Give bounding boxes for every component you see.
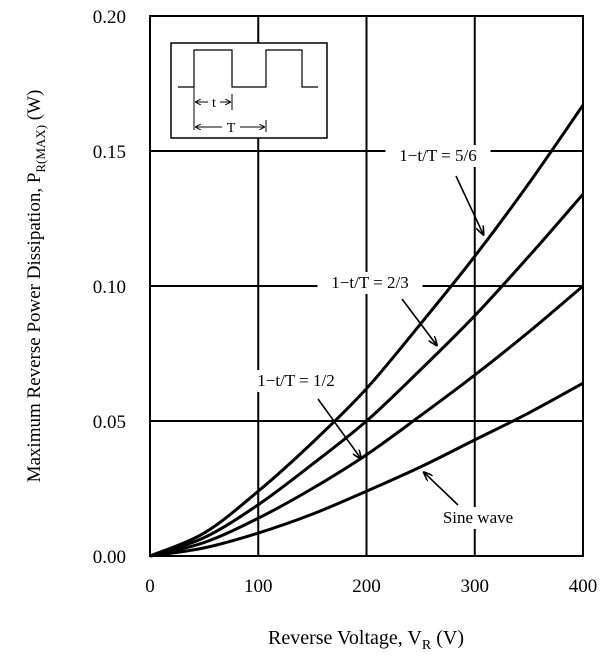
annotation-arrow bbox=[317, 398, 361, 459]
annotation-label: 1−t/T = 1/2 bbox=[257, 371, 334, 390]
x-tick-label: 0 bbox=[145, 576, 155, 597]
series-line-0 bbox=[149, 104, 585, 558]
annotation-bg bbox=[434, 507, 522, 529]
annotation-label: 1−t/T = 2/3 bbox=[331, 273, 408, 292]
plot-frame bbox=[149, 15, 584, 557]
y-tick-label: 0.10 bbox=[93, 277, 126, 298]
series-line-1 bbox=[149, 193, 585, 558]
inset-frame bbox=[170, 42, 328, 139]
pulse-waveform bbox=[178, 49, 318, 88]
annotations: 1−t/T = 5/6 1−t/T = 2/3 1−t/T = 1/2 Sine wa… bbox=[243, 145, 522, 529]
annotation-arrow bbox=[401, 298, 437, 345]
annotation-bg bbox=[243, 370, 349, 392]
y-axis-title: Maximum Reverse Power Dissipation, PR(MA… bbox=[24, 90, 48, 483]
y-tick-label: 0.00 bbox=[93, 547, 126, 568]
tick-labels: 0 100 200 300 400 0.00 0.05 0.10 0.15 0.20 bbox=[93, 7, 598, 597]
series-line-3 bbox=[149, 381, 584, 558]
annotation-arrow bbox=[424, 472, 459, 506]
annotation-label: Sine wave bbox=[443, 508, 513, 527]
x-tick-label: 400 bbox=[569, 576, 598, 597]
x-tick-label: 100 bbox=[244, 576, 273, 597]
annotation-arrow bbox=[455, 175, 483, 235]
y-tick-label: 0.20 bbox=[93, 7, 126, 28]
series-lines bbox=[149, 104, 585, 558]
annotation-bg bbox=[317, 272, 423, 294]
y-tick-label: 0.05 bbox=[93, 412, 126, 433]
x-axis-title: Reverse Voltage, VR (V) bbox=[268, 627, 464, 653]
pulse-inset: t T bbox=[170, 42, 328, 139]
x-tick-label: 200 bbox=[352, 576, 381, 597]
inset-t-label: t bbox=[212, 96, 216, 111]
y-tick-label: 0.15 bbox=[93, 142, 126, 163]
annotation-label: 1−t/T = 5/6 bbox=[399, 146, 476, 165]
annotation-bg bbox=[385, 145, 491, 167]
series-line-2 bbox=[149, 284, 584, 558]
x-tick-label: 300 bbox=[461, 576, 490, 597]
inset-T-label: T bbox=[227, 121, 236, 136]
